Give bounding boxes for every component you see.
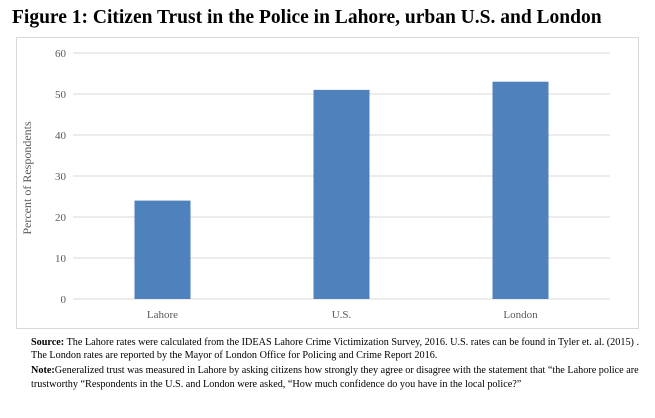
y-tick-label: 30 [55, 171, 67, 183]
note-text: Generalized trust was measured in Lahore… [31, 365, 639, 390]
y-tick-label: 60 [55, 48, 67, 60]
y-tick-label: 10 [55, 253, 67, 265]
bar-london [492, 81, 549, 299]
figure-title: Figure 1: Citizen Trust in the Police in… [12, 7, 602, 28]
figure-notes: Source: The Lahore rates were calculated… [31, 336, 643, 393]
y-tick-label: 0 [61, 294, 67, 306]
bars [134, 81, 549, 300]
y-tick-label: 50 [55, 89, 67, 101]
source-label: Source: [31, 337, 65, 348]
note-label: Note: [31, 365, 55, 377]
y-tick-label: 40 [55, 130, 67, 142]
bar-lahore [134, 200, 191, 299]
x-tick-labels: Lahore U.S. London [147, 309, 538, 321]
x-tick-label: U.S. [332, 309, 352, 321]
method-note: Note:Generalized trust was measured in L… [31, 364, 643, 390]
y-tick-labels: 0 10 20 30 40 50 60 [55, 48, 67, 306]
bar-u-s [313, 89, 370, 300]
y-axis-label: Percent of Respondents [20, 121, 34, 235]
x-tick-label: Lahore [147, 309, 178, 321]
x-tick-label: London [503, 309, 538, 321]
source-text: The Lahore rates were calculated from th… [31, 337, 640, 362]
bar-chart: 0 10 20 30 40 50 60 Lahore U.S. London Percent o… [20, 48, 610, 321]
source-note: Source: The Lahore rates were calculated… [31, 336, 643, 362]
y-tick-label: 20 [55, 212, 67, 224]
chart-frame [16, 37, 639, 329]
